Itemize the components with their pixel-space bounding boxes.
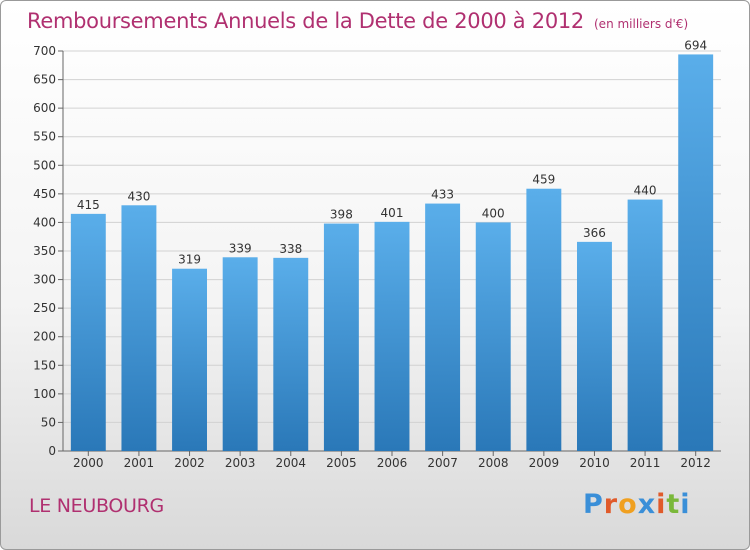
bar-value-label: 415 (77, 198, 100, 212)
bar-value-label: 459 (532, 173, 555, 187)
x-tick-label: 2008 (478, 456, 509, 470)
x-tick-label: 2010 (579, 456, 610, 470)
x-tick-label: 2004 (275, 456, 306, 470)
proxiti-logo: Proxiti (583, 489, 691, 520)
y-tick-label: 600 (33, 101, 56, 115)
bar-value-label: 430 (127, 189, 150, 203)
y-tick-label: 250 (33, 301, 56, 315)
y-tick-label: 400 (33, 215, 56, 229)
y-tick-label: 650 (33, 73, 56, 87)
logo-letter: i (656, 489, 667, 520)
bar-value-label: 339 (229, 241, 252, 255)
x-tick-label: 2001 (124, 456, 155, 470)
x-tick-label: 2009 (529, 456, 560, 470)
chart-title: Remboursements Annuels de la Dette de 20… (27, 9, 688, 33)
y-tick-label: 550 (33, 130, 56, 144)
bar-value-label: 401 (381, 206, 404, 220)
y-tick-label: 450 (33, 187, 56, 201)
x-tick-label: 2006 (377, 456, 408, 470)
x-tick-label: 2012 (680, 456, 711, 470)
y-tick-label: 500 (33, 158, 56, 172)
logo-letter: o (618, 489, 638, 520)
chart-unit: (en milliers d'€) (594, 17, 689, 31)
y-tick-label: 0 (48, 444, 56, 458)
y-tick-label: 350 (33, 244, 56, 258)
x-tick-label: 2003 (225, 456, 256, 470)
bar-value-label: 398 (330, 208, 353, 222)
x-tick-label: 2011 (630, 456, 661, 470)
logo-letter: r (603, 489, 619, 520)
logo-letter: x (637, 489, 657, 520)
bar-value-label: 319 (178, 253, 201, 267)
bar (323, 223, 359, 451)
bar-value-label: 400 (482, 206, 505, 220)
bar (627, 199, 663, 451)
x-tick-label: 2000 (73, 456, 104, 470)
y-tick-label: 200 (33, 330, 56, 344)
chart-title-text: Remboursements Annuels de la Dette de 20… (27, 9, 584, 33)
bar (475, 222, 511, 451)
y-tick-label: 150 (33, 358, 56, 372)
x-tick-label: 2005 (326, 456, 357, 470)
bar (222, 257, 258, 451)
y-tick-label: 100 (33, 387, 56, 401)
bar-value-label: 694 (684, 38, 707, 52)
commune-name: LE NEUBOURG (29, 495, 164, 517)
bar-value-label: 433 (431, 188, 454, 202)
logo-letter: t (666, 489, 681, 520)
bar (172, 268, 208, 451)
bar-value-label: 338 (279, 242, 302, 256)
axes: 0 50 100 150 200 250 300 350 400 450 500 550 600 650 7… (33, 44, 721, 470)
bar (576, 241, 612, 451)
y-tick-label: 50 (41, 415, 56, 429)
logo-letter: P (583, 489, 604, 520)
y-tick-label: 700 (33, 44, 56, 58)
bar (70, 213, 106, 451)
x-tick-label: 2002 (174, 456, 205, 470)
bar-value-label: 440 (634, 184, 657, 198)
bar (121, 205, 157, 451)
logo-letter: i (680, 489, 691, 520)
bars (70, 54, 714, 452)
bar (273, 257, 309, 451)
bar (678, 54, 714, 452)
x-tick-label: 2007 (427, 456, 458, 470)
value-labels: 415 430 319 339 338 398 401 433 400 459 366 440 694 (77, 38, 707, 266)
bar (374, 221, 410, 451)
bar (526, 188, 562, 451)
bar (425, 203, 461, 451)
bar-value-label: 366 (583, 226, 606, 240)
y-tick-label: 300 (33, 273, 56, 287)
